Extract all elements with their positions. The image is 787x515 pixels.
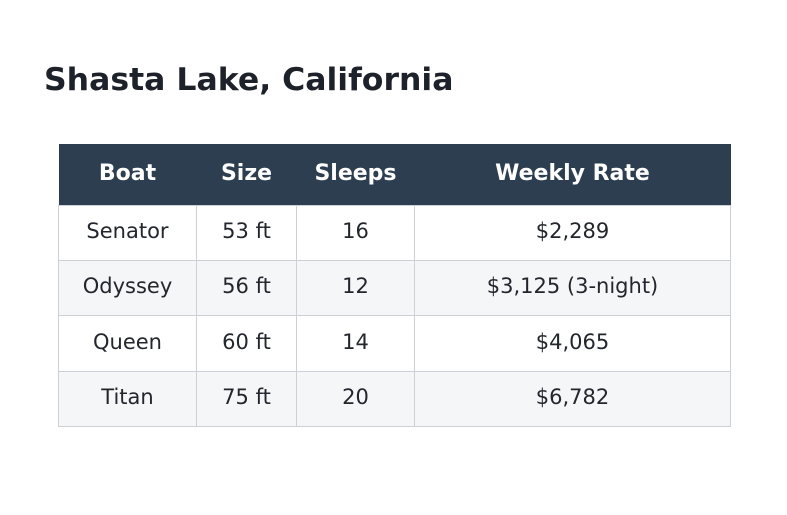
cell-weekly-rate: $4,065 — [414, 315, 731, 372]
cell-sleeps: 12 — [296, 260, 415, 316]
cell-sleeps: 20 — [296, 371, 415, 427]
boat-rates-table: Boat Size Sleeps Weekly Rate Senator 53 … — [58, 144, 731, 427]
cell-size: 60 ft — [196, 315, 297, 372]
table-header-row: Boat Size Sleeps Weekly Rate — [58, 144, 731, 206]
cell-weekly-rate: $3,125 (3-night) — [414, 260, 731, 316]
cell-sleeps: 16 — [296, 205, 415, 261]
cell-boat: Odyssey — [58, 260, 197, 316]
cell-size: 56 ft — [196, 260, 297, 316]
page-title: Shasta Lake, California — [44, 62, 454, 98]
table-row: Senator 53 ft 16 $2,289 — [58, 205, 731, 261]
column-header-boat: Boat — [58, 144, 197, 206]
cell-size: 75 ft — [196, 371, 297, 427]
cell-sleeps: 14 — [296, 315, 415, 372]
cell-weekly-rate: $6,782 — [414, 371, 731, 427]
table-row: Titan 75 ft 20 $6,782 — [58, 371, 731, 427]
cell-boat: Titan — [58, 371, 197, 427]
cell-weekly-rate: $2,289 — [414, 205, 731, 261]
column-header-sleeps: Sleeps — [296, 144, 415, 206]
column-header-weekly-rate: Weekly Rate — [414, 144, 731, 206]
column-header-size: Size — [196, 144, 297, 206]
table-row: Odyssey 56 ft 12 $3,125 (3-night) — [58, 260, 731, 316]
cell-boat: Queen — [58, 315, 197, 372]
table-row: Queen 60 ft 14 $4,065 — [58, 315, 731, 372]
cell-boat: Senator — [58, 205, 197, 261]
cell-size: 53 ft — [196, 205, 297, 261]
